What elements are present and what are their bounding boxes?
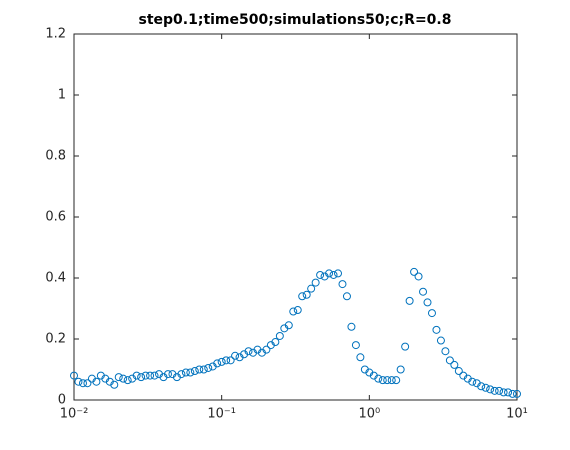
marker (137, 373, 146, 382)
x-tick-label: 10⁰ (358, 407, 380, 422)
marker (495, 386, 504, 395)
marker (374, 374, 383, 383)
marker (325, 269, 334, 278)
marker (307, 284, 316, 293)
y-tick-label: 0.6 (45, 210, 66, 225)
marker (338, 280, 347, 289)
marker (441, 347, 450, 356)
marker (436, 336, 445, 345)
marker (302, 290, 311, 299)
marker (513, 389, 521, 398)
marker (392, 376, 401, 385)
marker (432, 325, 441, 334)
y-tick-label: 0.4 (45, 271, 66, 286)
marker (284, 321, 293, 330)
marker (271, 338, 280, 347)
marker (351, 341, 360, 350)
marker (401, 342, 410, 351)
marker (481, 383, 490, 392)
marker (186, 368, 195, 377)
marker (419, 287, 428, 296)
marker (92, 377, 101, 386)
marker (423, 298, 432, 307)
marker (217, 357, 226, 366)
x-tick-label: 10¹ (506, 407, 528, 422)
marker (199, 365, 208, 374)
marker (141, 371, 150, 380)
marker (123, 376, 132, 385)
marker (298, 292, 307, 301)
marker (454, 367, 463, 376)
marker (410, 267, 419, 276)
marker (244, 347, 253, 356)
marker (195, 365, 204, 374)
marker (445, 356, 454, 365)
marker (378, 376, 387, 385)
marker (405, 296, 414, 305)
marker (468, 377, 477, 386)
marker (477, 382, 486, 391)
marker (486, 385, 495, 394)
marker (163, 370, 172, 379)
marker (450, 360, 459, 369)
marker (146, 371, 155, 380)
marker (347, 322, 356, 331)
marker (213, 359, 222, 368)
marker (177, 370, 186, 379)
marker (74, 377, 83, 386)
y-tick-label: 0 (58, 393, 66, 408)
marker (383, 376, 392, 385)
x-tick-label: 10⁻¹ (207, 407, 236, 422)
marker (150, 371, 159, 380)
chart-title: step0.1;time500;simulations50;c;R=0.8 (139, 12, 452, 28)
marker (231, 351, 240, 360)
marker (316, 270, 325, 279)
marker (396, 365, 405, 374)
marker (222, 356, 231, 365)
marker (329, 270, 338, 279)
marker (414, 272, 423, 281)
y-tick-label: 0.8 (45, 149, 66, 164)
marker (110, 380, 119, 389)
marker (387, 376, 396, 385)
y-tick-label: 0.2 (45, 332, 66, 347)
marker (226, 356, 235, 365)
marker (262, 345, 271, 354)
marker (132, 371, 141, 380)
marker (508, 389, 517, 398)
marker (293, 306, 302, 315)
marker (204, 363, 213, 372)
marker (83, 379, 92, 388)
marker (342, 292, 351, 301)
marker (114, 373, 123, 382)
marker (311, 278, 320, 287)
x-tick-label: 10⁻² (60, 407, 89, 422)
marker (289, 307, 298, 316)
marker (181, 368, 190, 377)
marker (190, 367, 199, 376)
marker (119, 374, 128, 383)
marker (490, 386, 499, 395)
y-tick-label: 1.2 (45, 27, 66, 42)
marker (499, 388, 508, 397)
marker (70, 371, 78, 380)
y-tick-label: 1 (58, 88, 66, 103)
marker (334, 269, 343, 278)
marker (504, 388, 513, 397)
marker (427, 309, 436, 318)
marker (78, 379, 87, 388)
marker (356, 353, 365, 362)
marker (275, 331, 284, 340)
